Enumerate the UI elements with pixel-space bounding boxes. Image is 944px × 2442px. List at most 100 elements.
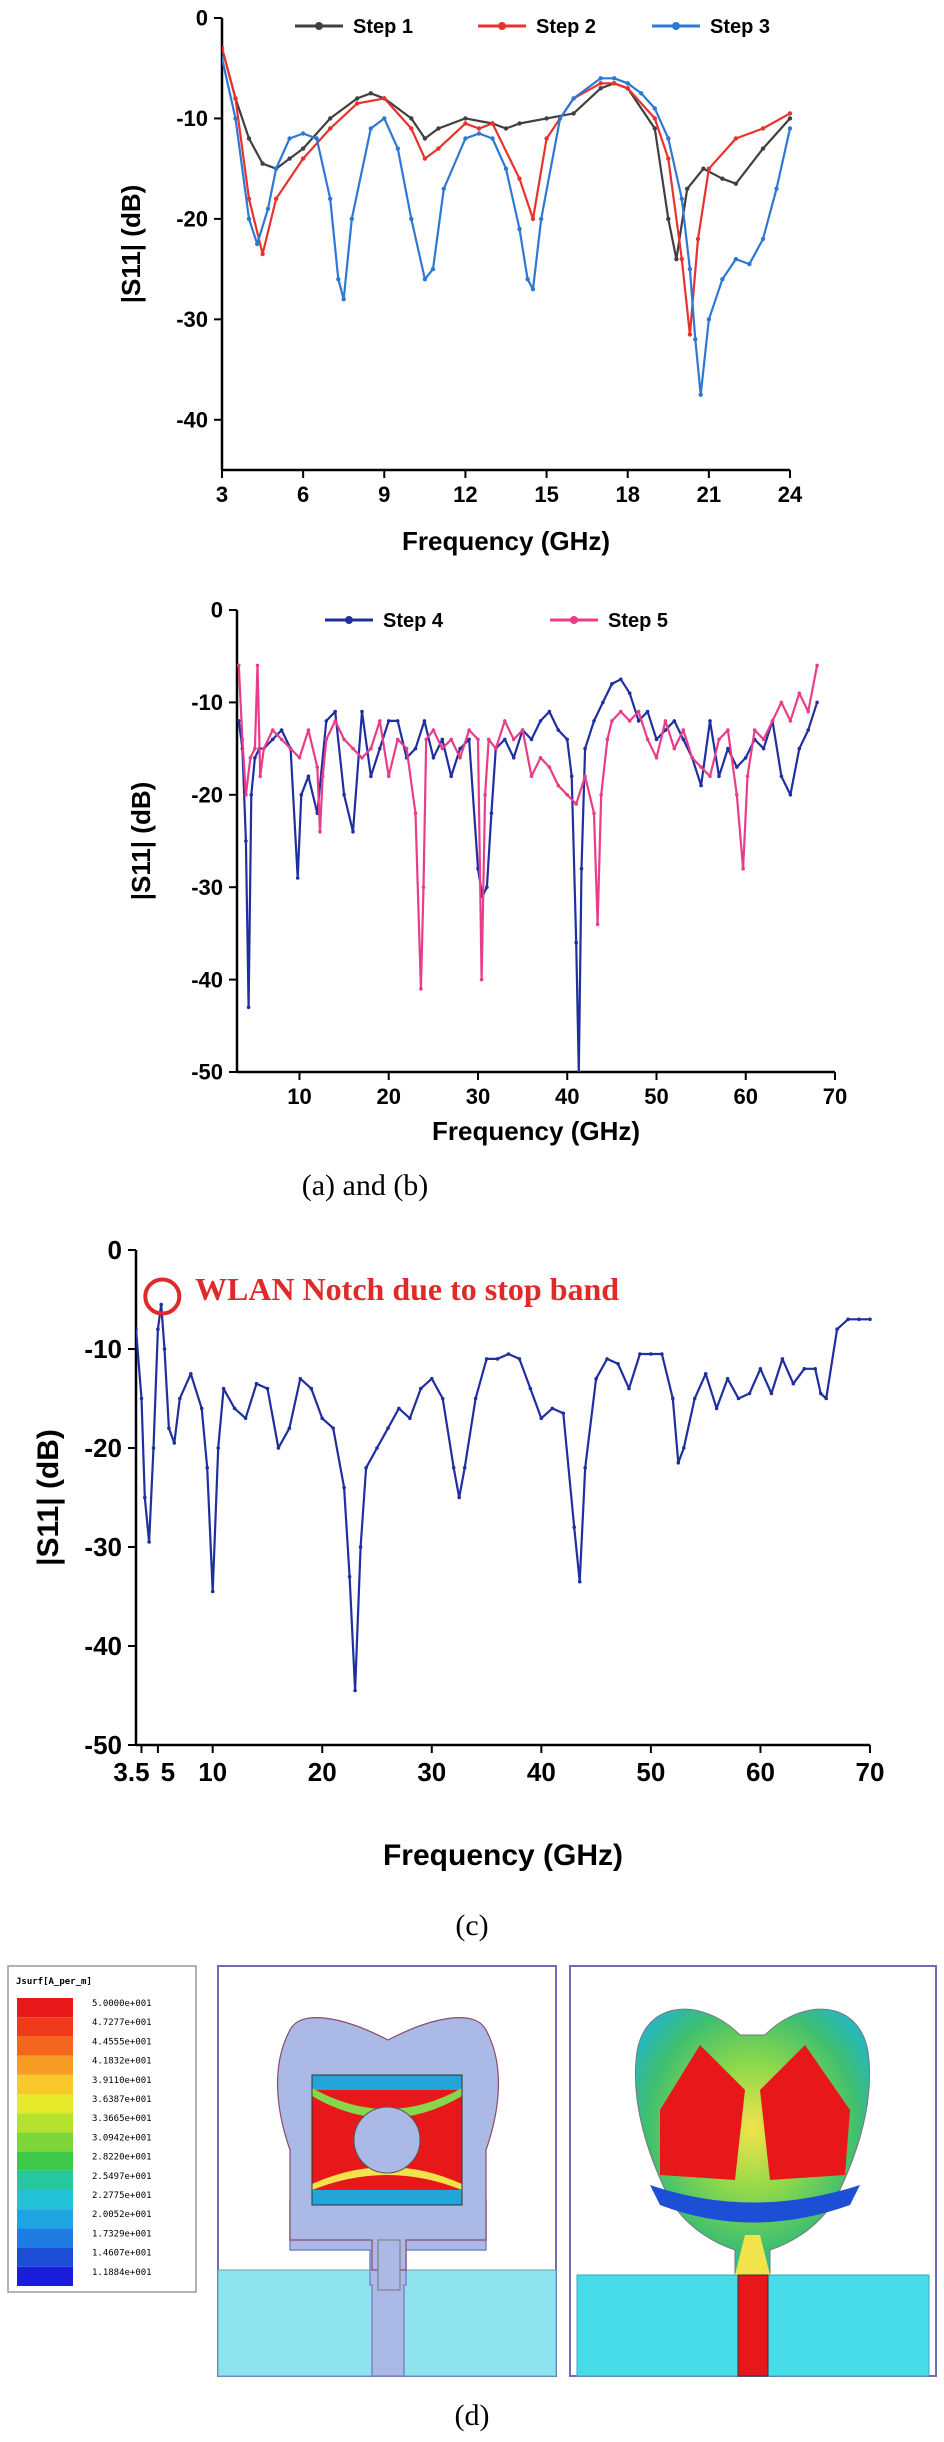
data-point — [408, 1416, 412, 1421]
data-point — [162, 1347, 167, 1351]
chart-a: 0 -10 -20 -30 -40 3 6 9 12 15 18 21 24 Frequency (GHz… — [116, 6, 803, 556]
data-point — [382, 96, 387, 101]
y-tick-label: -10 — [176, 106, 208, 131]
data-point — [298, 1376, 303, 1381]
data-point — [143, 1495, 147, 1500]
data-point — [159, 1302, 163, 1307]
data-point — [779, 700, 784, 705]
data-point — [579, 866, 584, 871]
x-tick-label: 5 — [161, 1757, 175, 1787]
data-point — [295, 876, 300, 880]
data-point — [441, 186, 446, 191]
data-point — [736, 1396, 741, 1401]
data-point — [517, 176, 522, 181]
data-point — [430, 266, 436, 272]
data-point — [246, 1005, 251, 1010]
data-point — [351, 746, 355, 751]
data-point — [306, 774, 311, 779]
data-point — [666, 216, 671, 222]
data-point — [300, 146, 306, 151]
data-point — [360, 709, 364, 714]
data-point — [397, 1406, 401, 1411]
data-point — [249, 793, 254, 797]
data-point — [682, 1446, 686, 1450]
data-point — [136, 1327, 138, 1331]
colorbar-cell — [17, 2132, 73, 2152]
data-point — [671, 1396, 675, 1401]
data-point — [550, 1406, 555, 1411]
data-point — [489, 811, 494, 816]
colorbar-cell — [17, 2266, 73, 2286]
caption-ab: (a) and (b) — [302, 1169, 429, 1202]
data-point — [221, 1386, 226, 1391]
data-point — [565, 737, 569, 742]
data-point — [253, 746, 257, 751]
data-point — [610, 682, 614, 686]
data-point — [273, 166, 279, 171]
data-point — [599, 793, 603, 797]
data-point — [752, 728, 757, 732]
data-point — [318, 830, 322, 834]
data-point — [726, 746, 730, 751]
data-point — [413, 811, 418, 816]
data-point — [733, 181, 739, 186]
data-point — [409, 216, 414, 222]
colorbar-label: 4.1832e+001 — [92, 2057, 152, 2067]
colorbar-label: 3.6387e+001 — [92, 2095, 152, 2105]
data-point — [222, 56, 225, 61]
data-point — [571, 96, 576, 101]
data-point — [619, 709, 623, 714]
data-point — [463, 116, 468, 121]
data-point — [525, 277, 530, 282]
data-point — [299, 793, 304, 797]
data-point — [473, 1396, 478, 1401]
data-point — [260, 161, 265, 166]
data-point — [672, 746, 677, 751]
data-point — [717, 774, 721, 779]
data-point — [774, 186, 779, 191]
data-point — [287, 136, 292, 141]
data-point — [360, 756, 364, 760]
data-point — [565, 793, 569, 797]
data-point — [382, 116, 387, 121]
data-point — [288, 746, 293, 751]
data-point — [395, 737, 400, 742]
data-point — [440, 1396, 445, 1401]
data-point — [557, 116, 563, 121]
data-point — [320, 774, 325, 779]
data-point — [324, 719, 329, 723]
data-point — [273, 196, 279, 201]
data-point — [547, 709, 552, 714]
data-point — [720, 277, 725, 282]
x-tick-label: 12 — [453, 482, 477, 507]
colorbar-cell — [17, 2036, 73, 2056]
data-point — [431, 728, 436, 732]
data-point — [645, 709, 650, 714]
data-point — [422, 156, 428, 161]
colorbar-cell — [17, 2055, 73, 2075]
data-point — [797, 691, 802, 695]
data-point — [761, 746, 766, 751]
data-point — [265, 1386, 270, 1391]
x-axis-label: Frequency (GHz) — [402, 526, 610, 556]
x-tick-label: 6 — [297, 482, 309, 507]
data-point — [222, 45, 225, 51]
colorbar-label: 4.7277e+001 — [92, 2018, 152, 2028]
data-point — [306, 728, 311, 732]
data-point — [652, 126, 657, 131]
data-point — [720, 176, 725, 181]
data-point — [672, 719, 677, 723]
data-point — [355, 101, 360, 106]
data-point — [733, 136, 739, 141]
data-point — [375, 1446, 379, 1450]
data-point — [706, 317, 712, 322]
data-point — [328, 116, 333, 121]
data-point — [457, 1495, 462, 1500]
data-point — [698, 392, 703, 397]
chart-b: 0 -10 -20 -30 -40 -50 10 20 30 40 50 60 70 Frequency … — [126, 598, 847, 1146]
data-point — [685, 186, 690, 191]
y-tick-label: -40 — [191, 967, 223, 992]
y-tick-label: 0 — [108, 1235, 122, 1265]
data-point — [409, 126, 414, 131]
y-tick-label: -50 — [191, 1060, 223, 1085]
